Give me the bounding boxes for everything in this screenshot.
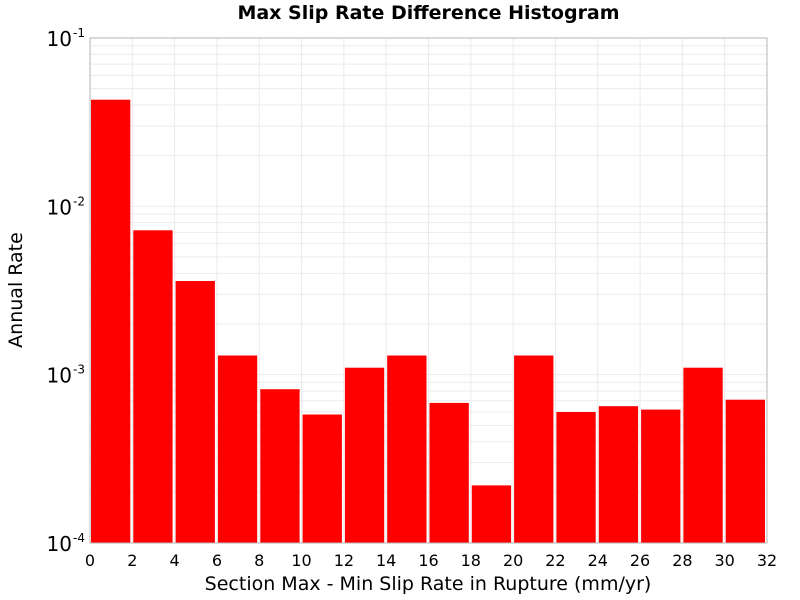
y-tick-exponent: -2	[73, 194, 85, 208]
x-tick-label: 32	[757, 551, 777, 570]
x-tick-label: 20	[503, 551, 523, 570]
histogram-bar	[514, 355, 554, 543]
x-tick-label: 6	[212, 551, 222, 570]
y-tick-base: 10	[47, 532, 72, 556]
y-tick-label: 10 -2	[47, 194, 85, 219]
histogram-bar	[556, 412, 596, 543]
histogram-bar	[387, 355, 427, 543]
histogram-bar	[217, 355, 258, 543]
histogram-bar	[429, 402, 469, 543]
y-tick-label: 10 -3	[47, 363, 85, 388]
bars-layer	[91, 99, 765, 544]
plot-border	[89, 37, 768, 544]
x-tick-label: 26	[630, 551, 650, 570]
x-tick-label: 10	[291, 551, 311, 570]
histogram-bar	[641, 409, 681, 543]
histogram-bar	[91, 99, 131, 543]
x-tick-label: 4	[170, 551, 180, 570]
histogram-bar	[683, 367, 723, 543]
x-tick-label: 30	[715, 551, 735, 570]
histogram-bar	[302, 414, 342, 543]
histogram-bar	[471, 485, 512, 543]
y-axis-title: Annual Rate	[5, 232, 27, 348]
y-tick-label: 10 -4	[47, 531, 85, 556]
histogram-bar	[725, 399, 765, 543]
x-tick-label: 12	[334, 551, 354, 570]
x-tick-label: 18	[461, 551, 481, 570]
y-tick-label: 10 -1	[47, 26, 85, 51]
x-axis-title: Section Max - Min Slip Rate in Rupture (…	[205, 573, 652, 595]
x-tick-label: 14	[376, 551, 396, 570]
x-tick-label: 2	[127, 551, 137, 570]
x-tick-label: 22	[545, 551, 565, 570]
x-tick-labels: 0 2 4 6 8 10 12 14 16 18 20 22 24 26 28 30 32	[85, 551, 777, 570]
x-tick-label: 16	[418, 551, 438, 570]
histogram-bar	[175, 281, 215, 543]
x-tick-label: 24	[588, 551, 608, 570]
y-tick-base: 10	[47, 27, 72, 51]
y-tick-base: 10	[47, 195, 72, 219]
chart-title: Max Slip Rate Difference Histogram	[237, 2, 620, 24]
y-tick-exponent: -1	[73, 26, 85, 40]
y-tick-exponent: -4	[73, 531, 85, 545]
x-tick-label: 28	[672, 551, 692, 570]
x-tick-label: 0	[85, 551, 95, 570]
histogram-bar	[598, 406, 639, 543]
histogram-bar	[133, 230, 173, 544]
x-tick-label: 8	[254, 551, 264, 570]
y-tick-exponent: -3	[73, 363, 85, 377]
y-tick-base: 10	[47, 364, 72, 388]
histogram-bar	[344, 367, 385, 543]
y-tick-labels: 10-110-210-310-4	[47, 26, 85, 556]
histogram-bar	[260, 389, 300, 543]
